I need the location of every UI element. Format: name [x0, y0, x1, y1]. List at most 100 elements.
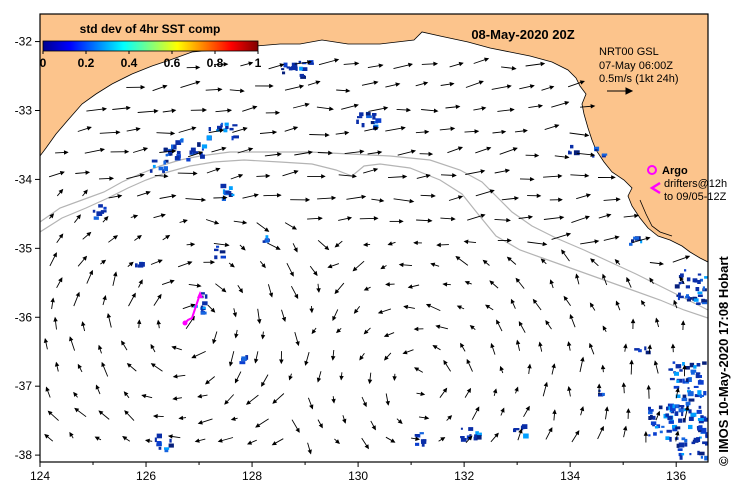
current-arrow — [420, 193, 436, 198]
current-arrow — [463, 239, 477, 245]
current-arrow — [102, 294, 107, 306]
sst-patch — [659, 430, 663, 434]
current-arrow — [499, 365, 504, 374]
current-arrow — [150, 259, 163, 265]
current-arrow — [203, 259, 216, 265]
current-arrow — [317, 195, 337, 201]
current-arrow — [352, 260, 365, 272]
sst-patch — [164, 447, 170, 450]
sst-patch — [676, 379, 680, 383]
current-arrow — [256, 222, 270, 232]
current-arrow — [543, 173, 563, 179]
sst-patch — [705, 432, 708, 437]
sst-patch — [220, 122, 224, 125]
current-arrow — [156, 319, 161, 329]
sst-patch — [421, 442, 425, 447]
current-arrow — [445, 104, 461, 110]
current-arrow — [179, 219, 188, 224]
sst-patch — [139, 262, 145, 267]
sst-patch — [702, 361, 707, 365]
sst-patch — [652, 415, 656, 420]
current-arrow — [95, 384, 101, 395]
current-arrow — [128, 292, 136, 307]
sst-patch — [667, 406, 671, 410]
sst-patch — [697, 418, 704, 421]
current-arrow — [527, 241, 548, 247]
current-arrow — [86, 269, 93, 284]
current-arrow — [141, 394, 153, 399]
current-arrow — [561, 249, 570, 262]
sst-patch — [135, 263, 138, 268]
current-arrow — [411, 436, 421, 442]
sst-patch — [300, 75, 306, 79]
current-arrow — [597, 175, 616, 180]
current-arrow — [108, 194, 123, 199]
sst-patch — [137, 264, 144, 268]
current-arrow — [523, 405, 530, 418]
sst-patch — [475, 431, 479, 437]
current-arrow — [519, 176, 535, 182]
current-arrow — [307, 442, 312, 455]
current-arrow — [307, 216, 323, 221]
sst-patch — [164, 159, 169, 163]
y-tick-label: -38 — [15, 448, 33, 462]
current-arrow — [69, 336, 76, 351]
current-arrow — [136, 190, 151, 197]
current-arrow — [334, 282, 345, 295]
sst-patch — [675, 394, 681, 398]
current-arrow — [604, 406, 609, 420]
current-arrow — [237, 147, 254, 154]
current-arrow — [490, 342, 496, 355]
current-arrow — [101, 361, 109, 377]
current-arrow — [447, 146, 463, 154]
sst-patch — [687, 387, 690, 390]
current-arrow — [436, 242, 449, 248]
current-arrow — [180, 80, 201, 89]
sst-patch — [667, 416, 673, 421]
current-arrow — [492, 129, 507, 135]
current-arrow — [47, 410, 59, 421]
sst-patch — [674, 404, 680, 409]
sst-patch — [705, 435, 708, 439]
sst-patch — [169, 438, 172, 443]
current-arrow — [684, 405, 690, 421]
current-arrow — [396, 418, 403, 424]
current-arrow — [74, 214, 81, 223]
current-arrow — [240, 61, 254, 67]
current-arrow — [205, 376, 215, 385]
current-arrow — [136, 319, 142, 328]
current-arrow — [527, 193, 542, 199]
current-arrow — [363, 286, 371, 291]
argo-label: Argo — [662, 165, 688, 177]
current-arrow — [473, 57, 490, 64]
current-arrow — [525, 153, 540, 158]
sst-patch — [686, 294, 689, 297]
current-arrow — [56, 188, 64, 197]
sst-patch — [693, 437, 697, 443]
current-arrow — [286, 262, 294, 277]
current-arrow — [224, 394, 235, 405]
sst-patch — [299, 66, 303, 71]
current-arrow — [185, 197, 207, 202]
x-tick-label: 130 — [348, 469, 368, 483]
current-arrow — [256, 173, 271, 179]
sst-patch — [697, 291, 703, 295]
sst-patch — [638, 349, 642, 353]
sst-patch — [676, 378, 683, 383]
current-arrow — [393, 198, 415, 204]
current-arrow — [473, 106, 487, 111]
sst-patch — [669, 377, 675, 381]
current-arrow — [449, 61, 464, 68]
current-arrow — [527, 363, 532, 374]
current-arrow — [569, 132, 590, 138]
current-arrow — [552, 409, 557, 421]
current-arrow — [50, 297, 55, 310]
sst-patch — [225, 191, 232, 194]
sst-patch — [202, 306, 206, 309]
current-arrow — [393, 62, 413, 70]
current-arrow — [260, 331, 266, 340]
current-arrow — [602, 273, 608, 286]
current-arrow — [542, 381, 548, 397]
current-arrow — [213, 242, 230, 248]
current-arrow — [159, 193, 177, 199]
